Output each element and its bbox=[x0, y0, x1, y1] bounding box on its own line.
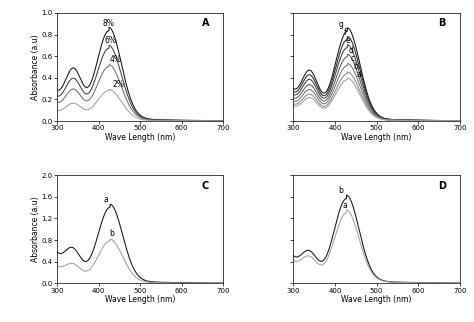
Text: C: C bbox=[202, 181, 209, 191]
X-axis label: Wave Length (nm): Wave Length (nm) bbox=[341, 295, 412, 304]
X-axis label: Wave Length (nm): Wave Length (nm) bbox=[341, 133, 412, 142]
Text: 8%: 8% bbox=[103, 19, 115, 28]
Text: f: f bbox=[344, 28, 346, 37]
Text: 4%: 4% bbox=[109, 55, 121, 64]
X-axis label: Wave Length (nm): Wave Length (nm) bbox=[105, 295, 175, 304]
Text: a: a bbox=[343, 201, 348, 210]
Text: A: A bbox=[202, 18, 209, 28]
Y-axis label: Absorbance (a.u): Absorbance (a.u) bbox=[31, 34, 40, 100]
Text: b: b bbox=[339, 186, 344, 194]
Text: b: b bbox=[109, 229, 114, 238]
Text: 2%: 2% bbox=[112, 80, 124, 89]
Text: 6%: 6% bbox=[104, 36, 116, 45]
Text: g: g bbox=[339, 20, 344, 29]
Text: b: b bbox=[353, 62, 358, 71]
Text: c: c bbox=[351, 54, 355, 63]
Text: a: a bbox=[104, 195, 109, 204]
Text: d: d bbox=[348, 45, 353, 54]
X-axis label: Wave Length (nm): Wave Length (nm) bbox=[105, 133, 175, 142]
Text: B: B bbox=[438, 18, 446, 28]
Y-axis label: Absorbance (a.u): Absorbance (a.u) bbox=[31, 196, 40, 262]
Text: D: D bbox=[438, 181, 446, 191]
Text: e: e bbox=[346, 36, 351, 45]
Text: a: a bbox=[356, 70, 362, 79]
